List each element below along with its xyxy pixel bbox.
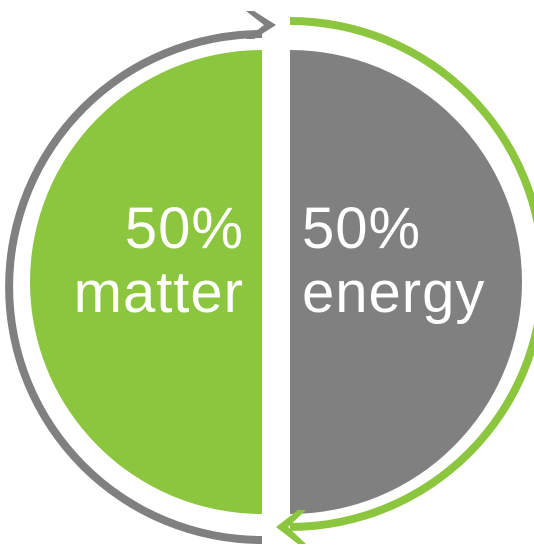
energy-half (290, 50, 522, 514)
energy-percent: 50% (302, 196, 422, 261)
cycle-arrow-top-icon (246, 11, 276, 39)
matter-label: 50% matter (74, 197, 244, 325)
cycle-arrow-bottom-icon (276, 510, 306, 544)
matter-percent: 50% (124, 196, 244, 261)
energy-text: energy (302, 260, 486, 325)
matter-half (30, 50, 262, 514)
matter-text: matter (73, 260, 244, 325)
energy-label: 50% energy (302, 197, 485, 325)
